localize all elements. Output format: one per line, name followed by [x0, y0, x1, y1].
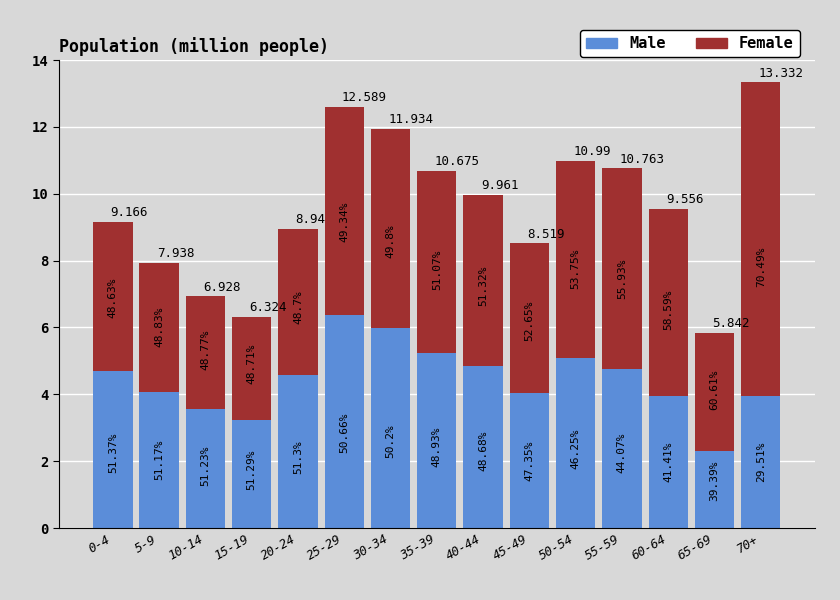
Bar [695, 451, 734, 528]
Text: 48.77%: 48.77% [201, 329, 210, 370]
Text: 51.07%: 51.07% [432, 249, 442, 290]
Text: 10.99: 10.99 [574, 145, 611, 158]
Text: 6.928: 6.928 [203, 281, 240, 294]
Text: 51.37%: 51.37% [108, 433, 118, 473]
Text: 48.68%: 48.68% [478, 431, 488, 471]
Text: 11.934: 11.934 [388, 113, 433, 127]
Bar [741, 397, 780, 528]
Text: 5.842: 5.842 [712, 317, 749, 330]
Text: 55.93%: 55.93% [617, 259, 627, 299]
Text: 50.2%: 50.2% [386, 424, 396, 458]
Text: 12.589: 12.589 [342, 91, 387, 104]
Bar [648, 396, 688, 528]
Text: 41.41%: 41.41% [664, 441, 673, 482]
Text: 48.71%: 48.71% [247, 343, 257, 383]
Bar [741, 82, 780, 397]
Text: 9.166: 9.166 [111, 206, 148, 219]
Text: 46.25%: 46.25% [570, 428, 580, 469]
Text: 9.556: 9.556 [666, 193, 703, 206]
Text: 60.61%: 60.61% [710, 369, 720, 410]
Legend: Male, Female: Male, Female [580, 30, 800, 58]
Bar [602, 370, 642, 528]
Text: 48.83%: 48.83% [154, 307, 164, 347]
Bar [510, 243, 549, 393]
Bar [417, 353, 456, 528]
Text: 13.332: 13.332 [759, 67, 803, 80]
Text: 7.938: 7.938 [157, 247, 194, 260]
Text: Population (million people): Population (million people) [59, 37, 328, 56]
Text: 6.324: 6.324 [249, 301, 287, 314]
Bar [186, 409, 225, 528]
Text: 52.65%: 52.65% [524, 300, 534, 341]
Text: 50.66%: 50.66% [339, 413, 349, 454]
Bar [556, 358, 596, 528]
Bar [464, 195, 503, 366]
Bar [278, 374, 318, 528]
Text: 8.94: 8.94 [296, 214, 326, 226]
Bar [464, 366, 503, 528]
Text: 39.39%: 39.39% [710, 461, 720, 501]
Bar [417, 171, 456, 353]
Bar [139, 392, 179, 528]
Text: 51.23%: 51.23% [201, 446, 210, 487]
Text: 10.763: 10.763 [620, 152, 664, 166]
Text: 48.63%: 48.63% [108, 278, 118, 319]
Bar [324, 107, 364, 315]
Bar [370, 129, 410, 328]
Bar [232, 419, 271, 528]
Text: 49.8%: 49.8% [386, 224, 396, 258]
Text: 9.961: 9.961 [480, 179, 518, 193]
Bar [556, 161, 596, 358]
Text: 44.07%: 44.07% [617, 432, 627, 473]
Bar [93, 371, 133, 528]
Bar [510, 393, 549, 528]
Text: 51.17%: 51.17% [154, 440, 164, 481]
Text: 29.51%: 29.51% [756, 442, 766, 482]
Bar [695, 333, 734, 451]
Text: 49.34%: 49.34% [339, 202, 349, 242]
Text: 58.59%: 58.59% [664, 290, 673, 330]
Text: 47.35%: 47.35% [524, 440, 534, 481]
Bar [186, 296, 225, 409]
Text: 53.75%: 53.75% [570, 248, 580, 289]
Bar [93, 221, 133, 371]
Text: 51.29%: 51.29% [247, 449, 257, 490]
Bar [232, 317, 271, 419]
Text: 70.49%: 70.49% [756, 246, 766, 287]
Bar [324, 315, 364, 528]
Text: 48.93%: 48.93% [432, 427, 442, 467]
Bar [648, 209, 688, 396]
Bar [278, 229, 318, 374]
Text: 8.519: 8.519 [527, 227, 564, 241]
Text: 51.32%: 51.32% [478, 266, 488, 306]
Text: 48.7%: 48.7% [293, 290, 303, 324]
Text: 10.675: 10.675 [434, 155, 480, 169]
Bar [139, 263, 179, 392]
Bar [370, 328, 410, 528]
Text: 51.3%: 51.3% [293, 440, 303, 475]
Bar [602, 168, 642, 370]
